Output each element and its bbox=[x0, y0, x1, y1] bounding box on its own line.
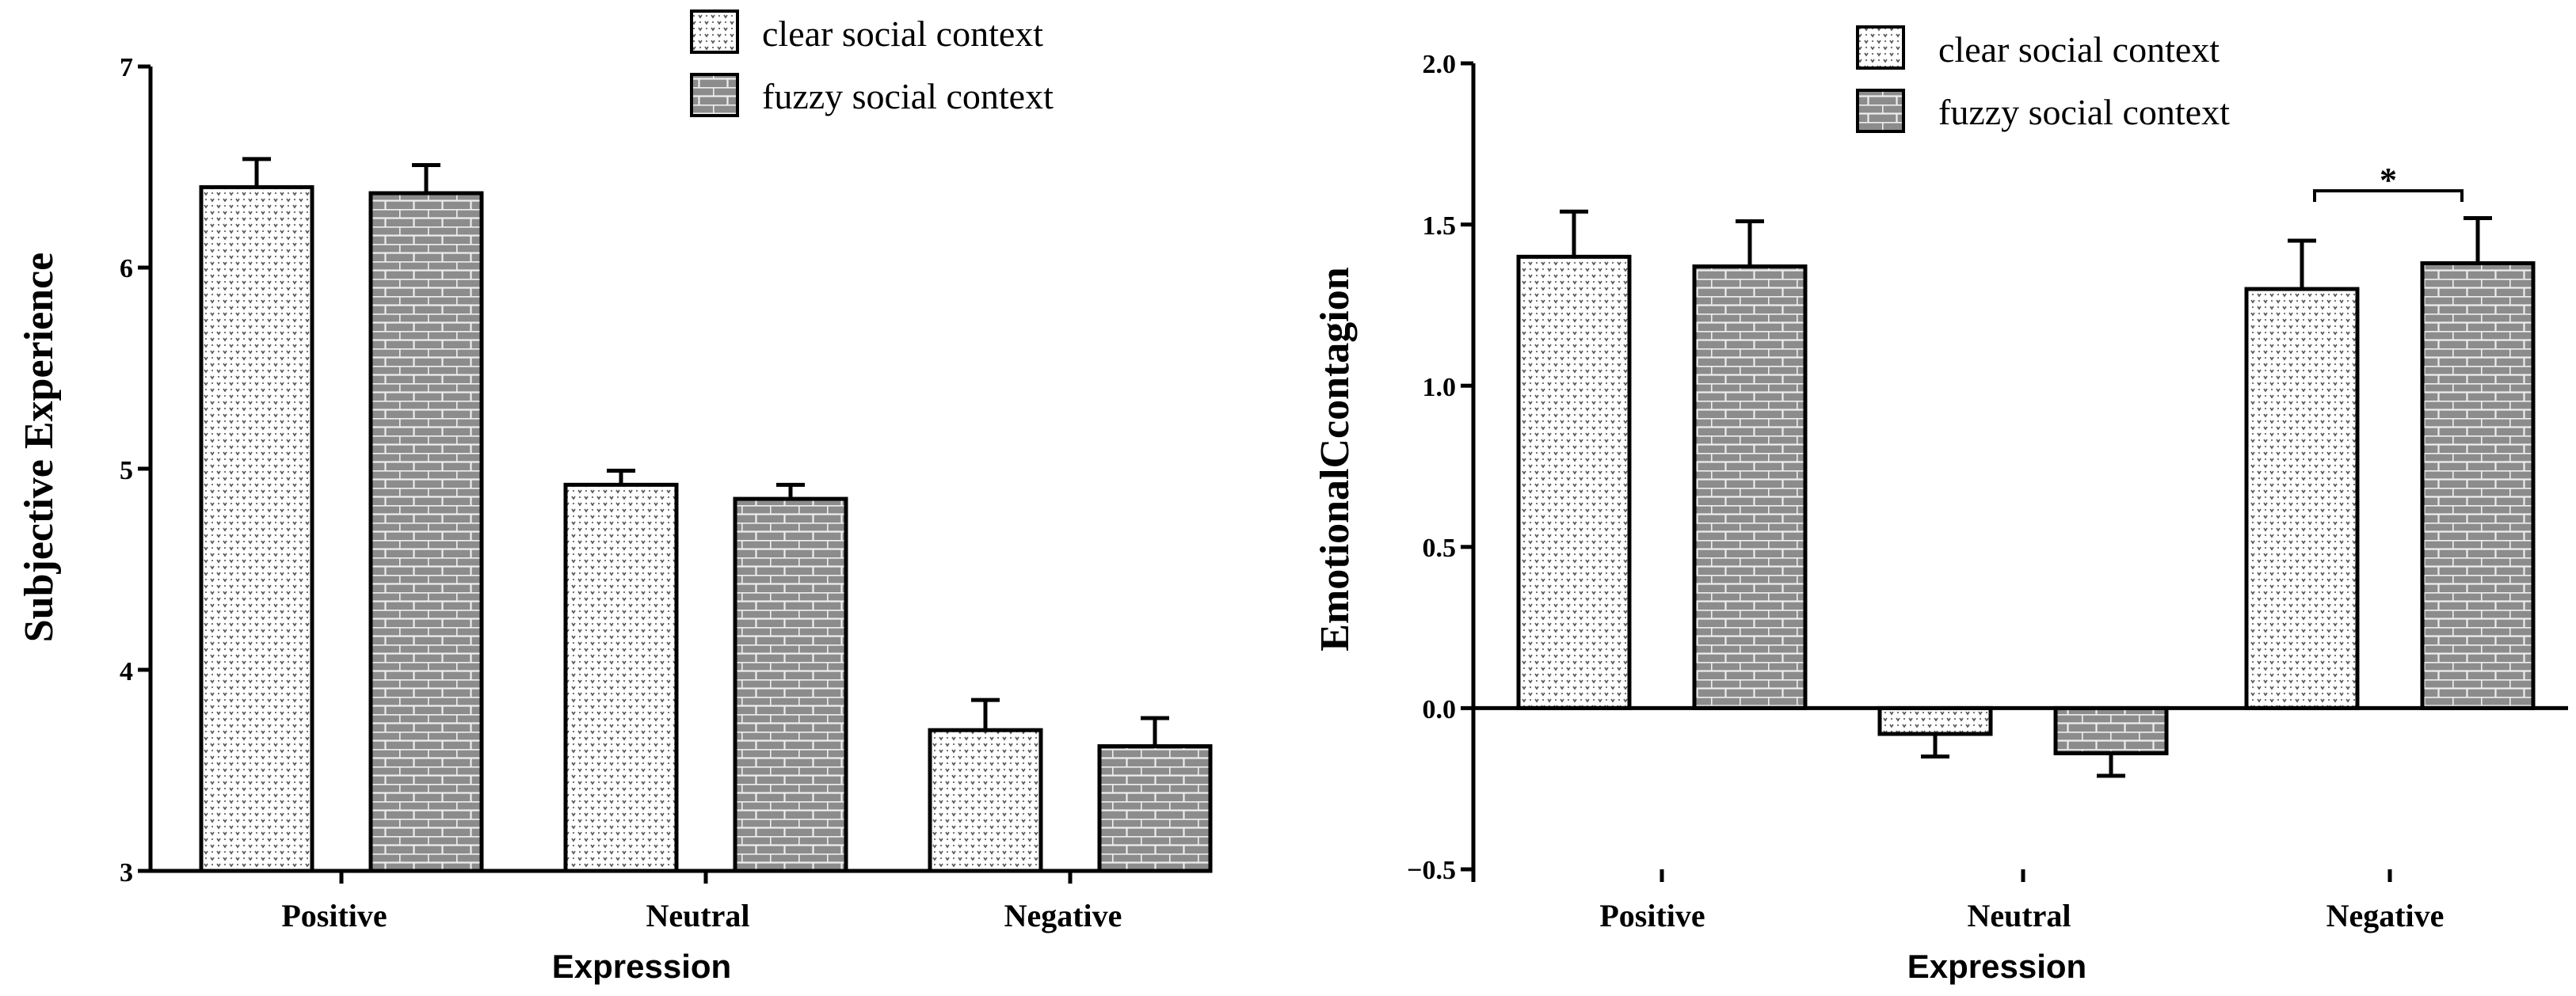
y-tick-label: 5 bbox=[120, 456, 133, 485]
bar-neutral-fuzzy bbox=[733, 496, 848, 873]
y-tick-label: 0.5 bbox=[1423, 534, 1457, 563]
legend-label-clear: clear social context bbox=[762, 13, 1043, 54]
y-tick-label: 1.0 bbox=[1423, 373, 1457, 402]
bar-negative-fuzzy bbox=[2420, 260, 2536, 710]
legend-label-fuzzy: fuzzy social context bbox=[762, 76, 1054, 116]
x-tick-label: Positive bbox=[281, 898, 387, 933]
chart-subjective-experience: Subjective Experience Expression 3 4 5 6… bbox=[17, 10, 1213, 985]
bar-negative-clear bbox=[2244, 287, 2360, 710]
y-tick-label: 0.0 bbox=[1423, 695, 1457, 724]
x-tick-label: Neutral bbox=[646, 898, 749, 933]
legend: clear social context fuzzy social contex… bbox=[690, 10, 1054, 117]
legend-label-fuzzy: fuzzy social context bbox=[1938, 92, 2230, 132]
bars bbox=[199, 157, 1213, 873]
bar-positive-fuzzy bbox=[1692, 264, 1808, 710]
bar-neutral-clear bbox=[563, 482, 679, 873]
x-axis-label: Expression bbox=[552, 948, 731, 985]
y-tick-label: 3 bbox=[120, 858, 133, 888]
bar-negative-fuzzy bbox=[1097, 744, 1213, 873]
y-ticks: −0.5 0.0 0.5 1.0 1.5 2.0 bbox=[1407, 50, 1456, 885]
significance-star: * bbox=[2380, 161, 2397, 200]
bar-positive-fuzzy bbox=[368, 191, 484, 873]
x-tick-label: Positive bbox=[1599, 898, 1705, 933]
legend-swatch-clear bbox=[690, 10, 739, 54]
y-axis-label: EmotionalCcontagion bbox=[1313, 267, 1358, 651]
y-tick-label: 4 bbox=[120, 657, 133, 686]
bars bbox=[1516, 209, 2536, 778]
bar-negative-clear bbox=[928, 728, 1043, 873]
axes bbox=[138, 64, 1212, 884]
bar-neutral-fuzzy bbox=[2053, 705, 2169, 755]
y-tick-label: 7 bbox=[120, 53, 133, 82]
x-axis-label: Expression bbox=[1907, 948, 2086, 985]
significance-annotation: * bbox=[2313, 161, 2464, 202]
y-tick-label: 1.5 bbox=[1423, 211, 1457, 241]
significance-bracket bbox=[2313, 189, 2464, 202]
y-tick-label: 2.0 bbox=[1423, 50, 1457, 79]
x-categories: Positive Neutral Negative bbox=[1599, 898, 2444, 933]
y-axis-label: Subjective Experience bbox=[17, 253, 62, 642]
x-tick-label: Neutral bbox=[1967, 898, 2071, 933]
legend-swatch-fuzzy bbox=[1856, 89, 1905, 133]
y-ticks: 3 4 5 6 7 bbox=[120, 53, 133, 888]
bar-positive-clear bbox=[199, 184, 314, 873]
chart-emotional-contagion: EmotionalCcontagion Expression −0.5 0.0 … bbox=[1313, 25, 2568, 985]
x-tick-label: Negative bbox=[1004, 898, 1122, 933]
y-tick-label: 6 bbox=[120, 254, 133, 283]
legend-swatch-fuzzy bbox=[690, 73, 739, 117]
axes bbox=[1461, 61, 2568, 882]
y-tick-label: −0.5 bbox=[1407, 856, 1456, 885]
legend-swatch-clear bbox=[1856, 25, 1905, 70]
bar-neutral-clear bbox=[1877, 705, 1993, 736]
x-tick-label: Negative bbox=[2326, 898, 2445, 933]
x-categories: Positive Neutral Negative bbox=[281, 898, 1122, 933]
legend: clear social context fuzzy social contex… bbox=[1856, 25, 2230, 133]
legend-label-clear: clear social context bbox=[1938, 29, 2220, 70]
bar-positive-clear bbox=[1516, 254, 1632, 710]
